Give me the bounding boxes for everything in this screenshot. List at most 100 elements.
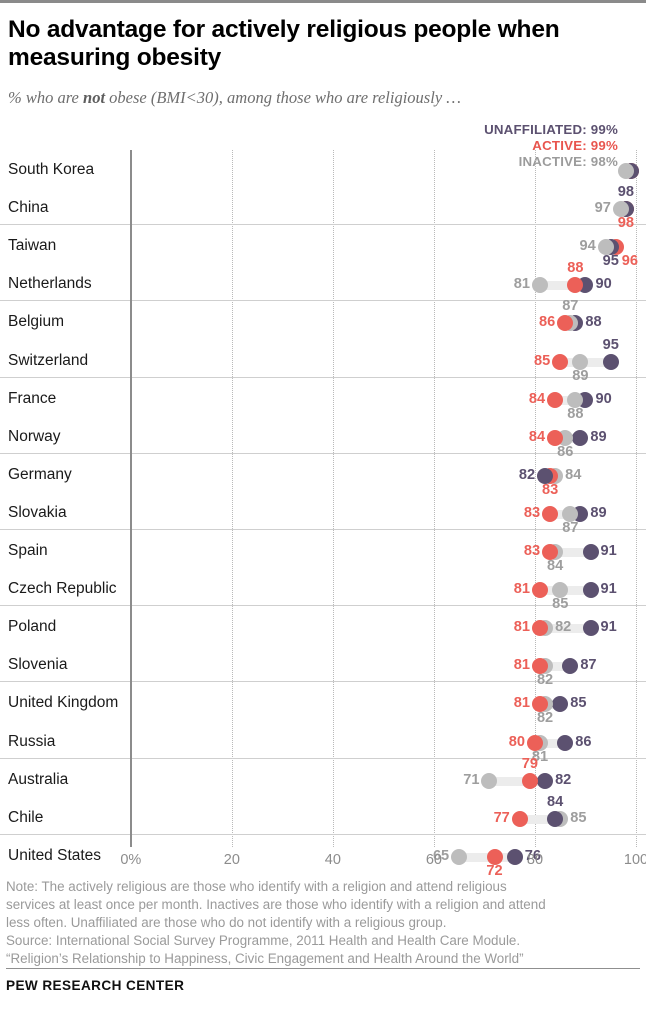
group-separator (0, 376, 646, 378)
dot-inactive (481, 772, 498, 789)
dot-unaffiliated (582, 544, 599, 560)
value-label-active: 84 (528, 428, 546, 445)
range-band (550, 548, 591, 557)
value-label-active: 83 (541, 481, 559, 498)
note-line-1: Note: The actively religious are those w… (6, 879, 507, 894)
country-label: Netherlands (8, 275, 92, 293)
dot-active (532, 696, 548, 713)
value-label-unaffiliated: 91 (600, 581, 617, 598)
value-label-active: 79 (521, 755, 539, 772)
group-separator (0, 605, 646, 607)
chart-row: Poland 81 82 91 (0, 609, 646, 647)
chart-row: Switzerland 85 89 95 (0, 337, 646, 384)
range-band (540, 662, 571, 672)
country-label: Norway (8, 427, 61, 445)
country-label: Czech Republic (8, 580, 117, 598)
dot-active (557, 315, 574, 332)
chart-row: Russia 80 81 86 (0, 724, 646, 765)
group-separator (0, 300, 646, 302)
chart-row: Norway 84 86 89 (0, 419, 646, 460)
note-line-4: Source: International Social Survey Prog… (6, 932, 521, 948)
dot-unaffiliated (552, 696, 569, 713)
gridline-20 (231, 150, 233, 847)
dot-inactive (552, 582, 569, 599)
chart-row: Netherlands 81 88 90 (0, 260, 646, 304)
group-separator (0, 681, 646, 683)
note-line-3: less often. Unaffiliated are those who d… (6, 914, 447, 930)
range-band (540, 281, 586, 291)
dot-unaffiliated (506, 848, 523, 865)
dot-unaffiliated (547, 810, 564, 827)
value-label-unaffiliated: 90 (595, 390, 612, 407)
chart-row: France 84 88 90 (0, 381, 646, 422)
value-label-active: 81 (513, 619, 530, 636)
value-label-inactive: 85 (570, 809, 587, 826)
chart-row: South Korea (0, 152, 646, 190)
page-title: No advantage for actively religious peop… (8, 16, 560, 72)
value-label-active: 96 (621, 253, 639, 270)
chart-row: Slovenia 81 82 87 (0, 647, 646, 688)
gridline-80 (534, 150, 536, 847)
subtitle-post: obese (BMI<30), among those who are reli… (105, 88, 461, 107)
chart-plot-area: South Korea China 98 97 98 Taiwan 94 95 96 Nether… (0, 150, 646, 879)
dot-inactive (451, 848, 468, 865)
group-separator (0, 224, 646, 226)
group-separator (0, 833, 646, 835)
value-label-unaffiliated: 85 (570, 695, 587, 712)
value-label-active: 72 (486, 862, 503, 879)
chart-subtitle: % who are not obese (BMI<30), among thos… (8, 88, 628, 108)
value-label-inactive: 86 (557, 443, 574, 460)
chart-row: Chile 77 84 85 (0, 794, 646, 838)
note-line-2: services at least once per month. Inacti… (6, 896, 546, 912)
dot-inactive (597, 239, 614, 256)
chart-row: Taiwan 94 95 96 (0, 228, 646, 270)
legend-inactive: INACTIVE: 98% (518, 154, 618, 169)
country-label: Australia (8, 770, 69, 788)
value-label-unaffiliated: 91 (600, 619, 617, 636)
y-axis-line (130, 150, 132, 847)
value-label-unaffiliated: 76 (524, 847, 541, 864)
value-label-inactive: 81 (513, 276, 530, 293)
range-band (540, 624, 591, 634)
chart-row: China 98 97 98 (0, 184, 646, 232)
dot-active (547, 391, 564, 408)
value-label-inactive: 71 (463, 771, 480, 788)
country-label: Germany (8, 465, 72, 483)
chart-row: Czech Republic 81 85 91 (0, 571, 646, 613)
legend-unaffiliated: UNAFFILIATED: 99% (484, 122, 618, 137)
country-label: France (8, 389, 57, 407)
country-label: United Kingdom (8, 694, 119, 712)
chart-row: Australia 71 79 82 (0, 756, 646, 800)
dot-inactive (532, 277, 548, 294)
value-label-inactive: 85 (552, 596, 569, 613)
dot-inactive (572, 353, 589, 370)
dot-unaffiliated (582, 620, 599, 637)
value-label-unaffiliated: 87 (580, 657, 597, 674)
value-label-inactive: 89 (572, 367, 589, 384)
country-label: Taiwan (8, 237, 57, 255)
value-label-active: 86 (539, 314, 556, 331)
value-label-unaffiliated: 84 (547, 793, 564, 810)
value-label-active: 98 (617, 215, 635, 232)
value-label-unaffiliated: 89 (590, 428, 607, 445)
dot-active (521, 772, 538, 789)
value-label-active: 81 (513, 695, 530, 712)
dot-active (552, 353, 569, 370)
value-label-inactive: 97 (594, 200, 611, 217)
value-label-inactive: 94 (579, 238, 596, 255)
value-label-active: 81 (513, 657, 530, 674)
value-label-inactive: 81 (531, 748, 549, 765)
gridline-60 (433, 150, 435, 847)
value-label-unaffiliated: 90 (595, 276, 612, 293)
dot-unaffiliated (582, 582, 599, 599)
value-label-active: 83 (523, 543, 541, 559)
chart-row: Spain 83 84 91 (0, 533, 646, 574)
dot-inactive (617, 163, 634, 179)
value-label-active: 83 (523, 504, 541, 521)
country-label: United States (8, 846, 102, 864)
note-line-5: “Religion’s Relationship to Happiness, C… (6, 950, 524, 966)
value-label-active: 85 (533, 352, 551, 369)
gridline-100 (636, 150, 637, 847)
dot-inactive (612, 201, 629, 218)
country-label: Chile (8, 808, 44, 826)
